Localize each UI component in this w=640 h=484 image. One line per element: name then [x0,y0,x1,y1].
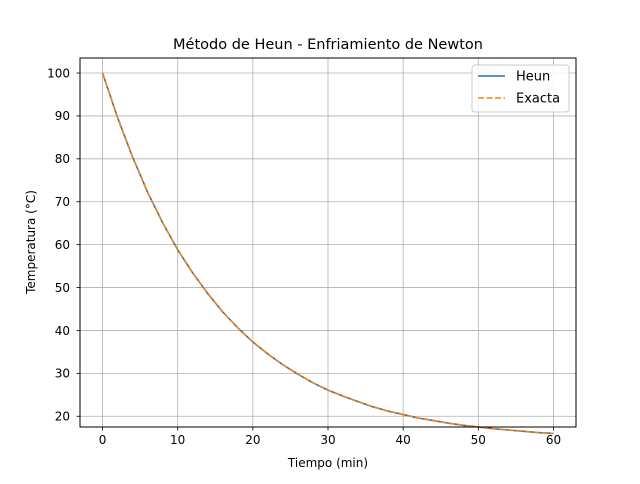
grid-lines [80,58,576,427]
y-tick-label: 20 [55,410,70,424]
x-tick-label: 30 [320,433,335,447]
legend: Heun Exacta [472,65,569,112]
x-axis: 0 10 20 30 40 50 60 [99,427,561,447]
x-tick-label: 50 [471,433,486,447]
y-tick-label: 80 [55,152,70,166]
y-tick-label: 90 [55,109,70,123]
x-tick-label: 20 [245,433,260,447]
y-tick-label: 30 [55,367,70,381]
x-axis-label: Tiempo (min) [287,456,368,470]
chart-title: Método de Heun - Enfriamiento de Newton [173,37,483,53]
y-tick-label: 70 [55,195,70,209]
y-axis: 20 30 40 50 60 70 80 90 100 [47,66,80,423]
legend-label-exacta: Exacta [516,92,560,107]
y-tick-label: 100 [47,66,70,80]
legend-label-heun: Heun [516,70,550,85]
x-tick-label: 60 [546,433,561,447]
y-axis-label: Temperatura (°C) [24,190,38,295]
y-tick-label: 40 [55,324,70,338]
y-tick-label: 50 [55,281,70,295]
x-tick-label: 40 [396,433,411,447]
y-tick-label: 60 [55,238,70,252]
x-tick-label: 0 [99,433,107,447]
x-tick-label: 10 [170,433,185,447]
